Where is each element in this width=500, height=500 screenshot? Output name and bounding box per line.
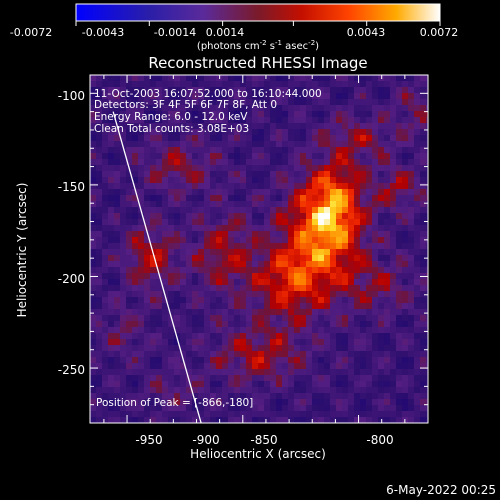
annotation-block: 11-Oct-2003 16:07:52.000 to 16:10:44.000… <box>94 88 322 135</box>
x-axis-label: Heliocentric X (arcsec) <box>190 447 326 461</box>
y-tick-label: -200 <box>58 272 85 286</box>
colorbar-tick-label: -0.0072 <box>10 26 52 39</box>
colorbar-units: (photons cm-2 s-1 asec-2) <box>197 39 319 52</box>
colorbar-ticks <box>75 21 441 26</box>
annotation-energy: Energy Range: 6.0 - 12.0 keV <box>94 111 248 123</box>
y-tick-label: -100 <box>58 89 85 103</box>
colorbar-tick-label: -0.0043 <box>82 26 124 39</box>
solar-limb-line <box>112 111 202 423</box>
annotation-time: 11-Oct-2003 16:07:52.000 to 16:10:44.000 <box>94 88 322 100</box>
x-tick-label: -950 <box>135 433 162 447</box>
colorbar-tick-label: 0.0072 <box>420 26 459 39</box>
colorbar-tick-label: 0.0043 <box>347 26 386 39</box>
chart-title: Reconstructed RHESSI Image <box>148 54 367 72</box>
plot-frame <box>89 74 429 424</box>
y-tick-label: -150 <box>58 180 85 194</box>
footer-date: 6-May-2022 00:25 <box>386 483 496 497</box>
y-axis-label: Heliocentric Y (arcsec) <box>15 183 29 318</box>
colorbar-tick-label: 0.0014 <box>206 26 245 39</box>
colorbar-tick-label: -0.0014 <box>154 26 196 39</box>
annotation-clean: Clean Total counts: 3.08E+03 <box>94 123 249 135</box>
x-tick-label: -900 <box>192 433 219 447</box>
x-tick-label: -850 <box>250 433 277 447</box>
heatmap-image <box>90 75 428 423</box>
y-tick-label: -250 <box>58 363 85 377</box>
axes <box>90 74 429 424</box>
colorbar <box>75 3 441 22</box>
peak-position-label: Position of Peak = [-866,-180] <box>96 397 253 409</box>
annotation-detectors: Detectors: 3F 4F 5F 6F 7F 8F, Att 0 <box>94 99 277 111</box>
x-tick-label: -800 <box>366 433 393 447</box>
